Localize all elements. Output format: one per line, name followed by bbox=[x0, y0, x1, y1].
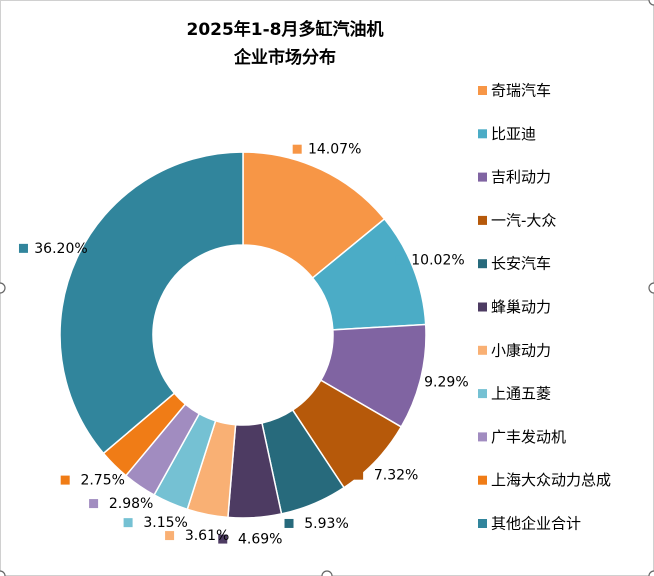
label-marker bbox=[89, 499, 99, 509]
legend-marker bbox=[478, 345, 487, 355]
legend-marker bbox=[478, 172, 487, 182]
legend-label: 一汽-大众 bbox=[491, 211, 556, 229]
label-marker bbox=[165, 531, 175, 541]
label-marker bbox=[354, 470, 364, 480]
handle bbox=[648, 570, 654, 576]
data-label: 3.61% bbox=[185, 528, 229, 544]
label-marker bbox=[123, 518, 133, 528]
handle bbox=[648, 0, 654, 6]
legend-marker bbox=[478, 302, 487, 312]
legend-marker bbox=[478, 129, 487, 139]
label-marker bbox=[395, 255, 405, 265]
legend-marker bbox=[478, 259, 487, 269]
data-label: 3.15% bbox=[143, 515, 187, 531]
donut-segment bbox=[59, 151, 244, 455]
legend-label: 上海大众动力总成 bbox=[491, 471, 611, 489]
label-marker bbox=[218, 534, 228, 544]
legend-marker bbox=[478, 475, 487, 485]
legend-label: 比亚迪 bbox=[491, 125, 536, 143]
handle bbox=[0, 570, 6, 576]
data-label: 7.32% bbox=[374, 468, 418, 484]
label-marker bbox=[18, 243, 28, 253]
legend-marker bbox=[478, 86, 487, 95]
handle bbox=[0, 282, 6, 294]
legend-label: 长安汽车 bbox=[491, 255, 551, 273]
data-label: 4.69% bbox=[238, 532, 282, 548]
legend-marker bbox=[478, 519, 487, 528]
legend-label: 其他企业合计 bbox=[491, 515, 581, 533]
legend-label: 吉利动力 bbox=[491, 168, 551, 186]
data-label: 2.98% bbox=[109, 496, 153, 512]
legend-marker bbox=[478, 215, 487, 225]
chart-title: 2025年1-8月多缸汽油机 bbox=[186, 19, 383, 40]
label-marker bbox=[60, 475, 70, 485]
data-label: 10.02% bbox=[411, 252, 464, 268]
legend-label: 小康动力 bbox=[491, 341, 551, 359]
handle bbox=[321, 570, 333, 576]
data-label: 2.75% bbox=[80, 473, 124, 489]
label-marker bbox=[404, 377, 414, 387]
label-marker bbox=[284, 518, 294, 528]
data-label: 36.20% bbox=[34, 241, 87, 257]
chart-title: 企业市场分布 bbox=[233, 47, 336, 68]
legend-label: 上通五菱 bbox=[491, 385, 551, 403]
legend-label: 广丰发动机 bbox=[491, 428, 566, 446]
legend-label: 蜂巢动力 bbox=[491, 298, 551, 316]
data-label: 5.93% bbox=[304, 516, 348, 532]
legend-marker bbox=[478, 432, 487, 442]
handle bbox=[648, 282, 654, 294]
data-label: 14.07% bbox=[308, 142, 361, 158]
legend-label: 奇瑞汽车 bbox=[491, 82, 551, 100]
label-marker bbox=[292, 144, 302, 154]
data-label: 9.29% bbox=[424, 375, 468, 391]
legend-marker bbox=[478, 389, 487, 399]
